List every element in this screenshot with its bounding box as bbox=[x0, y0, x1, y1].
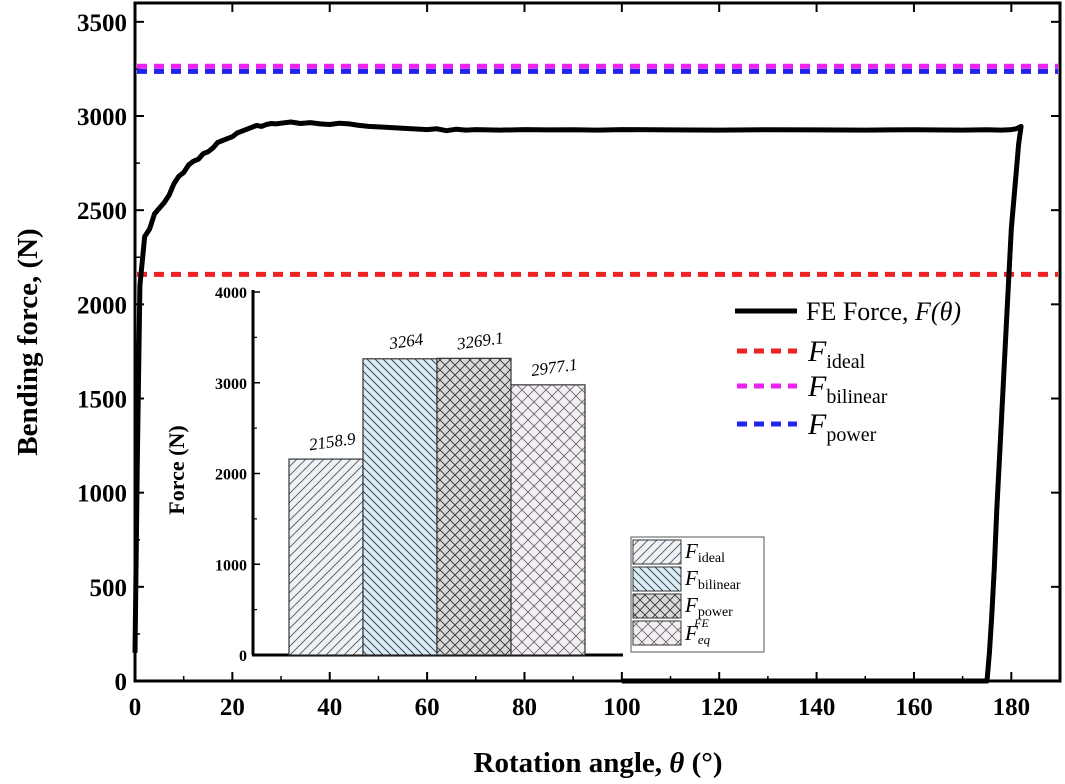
main-x-tick-labels: 0 20 40 60 80 100 120 140 160 180 bbox=[129, 694, 1030, 721]
inset-legend-swatch-power bbox=[632, 593, 682, 619]
inset-legend-label-ideal: Fideal bbox=[684, 539, 725, 566]
inset-bar-power bbox=[436, 357, 512, 656]
x-tick-label: 120 bbox=[700, 694, 738, 721]
x-tick-label: 40 bbox=[317, 694, 342, 721]
y-tick-label: 2500 bbox=[77, 198, 127, 225]
inset-y-ticks: 0 1000 2000 3000 4000 bbox=[215, 285, 260, 665]
inset-legend-label-power: Fpower bbox=[684, 593, 733, 620]
x-tick-label: 140 bbox=[798, 694, 836, 721]
x-axis-title: Rotation angle, θ (°) bbox=[474, 747, 723, 779]
inset-legend: Fideal Fbilinear Fpower FeqFE bbox=[630, 536, 765, 653]
main-y-tick-labels: 0 500 1000 1500 2000 2500 3000 3500 bbox=[77, 10, 127, 696]
y-tick-label: 500 bbox=[90, 575, 128, 602]
inset-y-tick-label: 1000 bbox=[215, 557, 247, 574]
x-tick-label: 60 bbox=[415, 694, 440, 721]
y-axis-title: Bending force, (N) bbox=[12, 228, 44, 455]
legend-ideal-sub: ideal bbox=[826, 351, 865, 373]
x-tick-label: 80 bbox=[512, 694, 537, 721]
legend-bilinear-sub: bilinear bbox=[826, 386, 887, 408]
legend-power-sub: power bbox=[826, 424, 876, 446]
inset-y-tick-label: 2000 bbox=[215, 467, 247, 484]
inset-bar-ideal bbox=[288, 458, 364, 656]
inset-legend-swatch-bilinear bbox=[632, 566, 682, 592]
inset-bar-bilinear bbox=[362, 358, 438, 656]
legend-fe-prefix: FE Force, bbox=[806, 297, 915, 326]
y-tick-label: 1500 bbox=[77, 387, 127, 414]
x-tick-label: 160 bbox=[895, 694, 933, 721]
x-axis-title-suffix: (°) bbox=[684, 747, 722, 779]
x-tick-label: 100 bbox=[603, 694, 641, 721]
fe-force-line bbox=[132, 119, 1024, 684]
inset-bars bbox=[288, 357, 586, 656]
legend-power-label: Fpower bbox=[807, 408, 877, 446]
x-tick-label: 180 bbox=[993, 694, 1031, 721]
main-plot-frame bbox=[133, 1, 1062, 683]
legend-bilinear-label: Fbilinear bbox=[807, 370, 888, 408]
y-tick-label: 0 bbox=[115, 669, 128, 696]
inset-y-tick-label: 0 bbox=[239, 648, 247, 665]
main-legend: FE Force, F(θ) Fideal Fbilinear Fpower bbox=[735, 297, 961, 446]
legend-fe-label: FE Force, F(θ) bbox=[806, 297, 961, 326]
inset-legend-label-eq: FeqFE bbox=[684, 616, 711, 647]
legend-ideal-label: Fideal bbox=[807, 335, 866, 373]
y-tick-label: 3500 bbox=[77, 10, 127, 37]
inset-legend-swatch-ideal bbox=[632, 539, 682, 565]
y-tick-label: 2000 bbox=[77, 292, 127, 319]
reference-lines bbox=[137, 63, 1058, 277]
x-tick-label: 20 bbox=[220, 694, 245, 721]
inset-y-axis-title: Force (N) bbox=[164, 425, 189, 514]
inset-bar-value-bilinear: 3264 bbox=[387, 330, 425, 354]
y-tick-label: 1000 bbox=[77, 481, 127, 508]
inset-legend-label-bilinear: Fbilinear bbox=[684, 566, 741, 593]
y-tick-label: 3000 bbox=[77, 104, 127, 131]
legend-fe-math: F(θ) bbox=[914, 297, 961, 326]
inset-y-tick-label: 3000 bbox=[215, 376, 247, 393]
x-tick-label: 0 bbox=[129, 694, 142, 721]
inset-y-tick-label: 4000 bbox=[215, 285, 247, 302]
inset-bar-eq bbox=[510, 384, 586, 656]
inset-legend-swatch-eq bbox=[632, 620, 682, 646]
x-axis-title-prefix: Rotation angle, bbox=[474, 747, 670, 779]
x-axis-title-symbol: θ bbox=[669, 747, 684, 779]
